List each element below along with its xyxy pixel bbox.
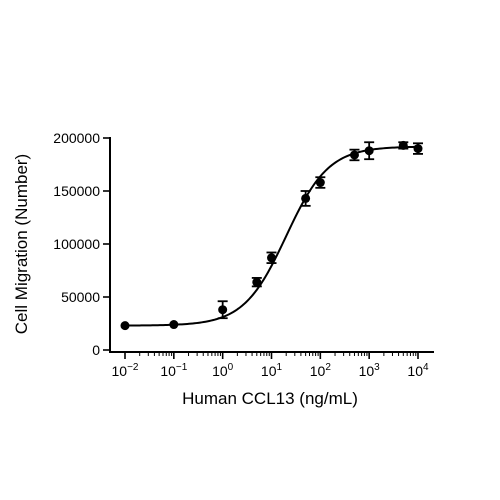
y-tick-label: 50000	[61, 289, 100, 305]
data-points	[120, 140, 423, 331]
data-point-group	[169, 320, 179, 330]
data-point-group	[251, 277, 262, 288]
x-tick-label: 10−1	[160, 362, 187, 379]
y-tick-label: 150000	[53, 183, 100, 199]
x-tick-label: 104	[407, 362, 429, 379]
data-point	[349, 150, 359, 160]
data-point	[267, 253, 276, 263]
x-axis-title: Human CCL13 (ng/mL)	[182, 389, 358, 408]
data-point-group	[120, 321, 130, 331]
data-point-group	[349, 148, 360, 162]
data-point-group	[266, 251, 277, 264]
data-point	[301, 193, 311, 203]
x-tick-label: 103	[359, 362, 381, 379]
data-point	[364, 146, 374, 156]
x-tick-label: 101	[261, 362, 283, 379]
x-axis-ticks: 10−2 10−1 100 101 102 103 104	[112, 352, 429, 379]
data-point	[169, 320, 179, 330]
data-point-group	[315, 176, 326, 189]
y-axis-ticks: 0 50000 100000 150000 200000	[53, 130, 110, 358]
x-tick-label: 100	[212, 362, 234, 379]
x-tick-label: 102	[310, 362, 332, 379]
y-axis-title: Cell Migration (Number)	[12, 154, 31, 334]
fit-curve	[124, 145, 419, 327]
data-point-group	[364, 141, 375, 161]
x-tick-label: 10−2	[112, 362, 139, 379]
data-point-group	[300, 190, 311, 207]
y-tick-label: 200000	[53, 130, 100, 146]
y-tick-label: 0	[92, 342, 100, 358]
axes	[109, 137, 434, 353]
data-point-group	[217, 300, 228, 320]
data-point	[120, 321, 130, 331]
fit-curve-layer	[124, 145, 419, 327]
data-point-group	[398, 140, 409, 150]
data-point-group	[413, 142, 423, 155]
data-point	[315, 178, 325, 188]
data-point	[413, 144, 423, 154]
data-point	[398, 140, 408, 150]
data-point	[252, 277, 262, 287]
data-point	[218, 305, 228, 315]
y-tick-label: 100000	[53, 236, 100, 252]
